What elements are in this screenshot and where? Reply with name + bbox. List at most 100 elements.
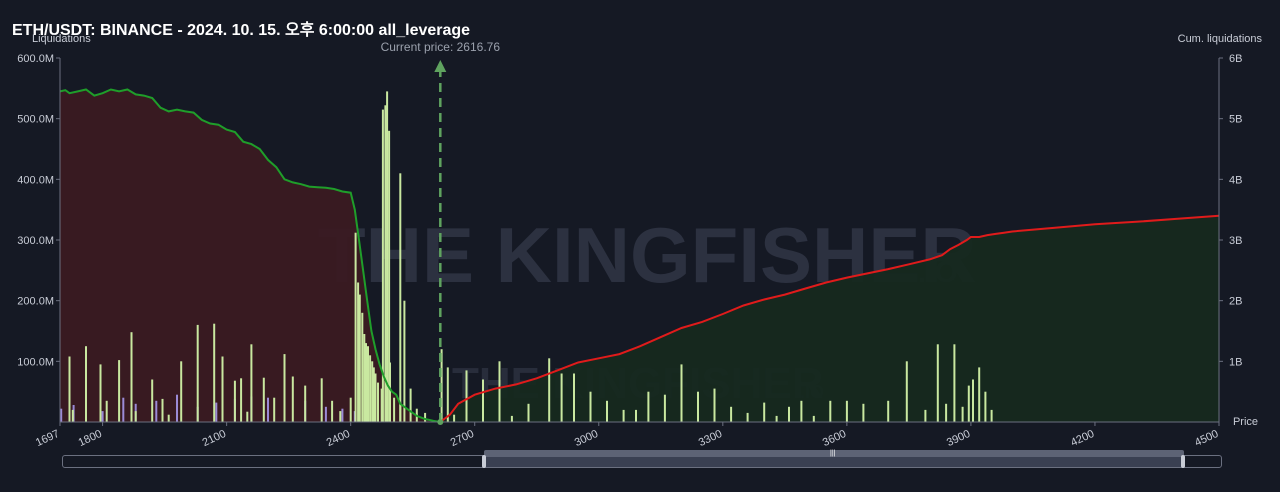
- range-scrollbar-thumb[interactable]: [484, 450, 1184, 457]
- liq-bar-short: [246, 411, 249, 422]
- liq-bar-short: [548, 358, 551, 422]
- x-tick-label: 1800: [77, 428, 104, 449]
- x-tick-label: 3000: [573, 428, 600, 449]
- liq-bar-short: [151, 379, 154, 422]
- liq-bar-short: [354, 232, 357, 422]
- liq-bar-short: [358, 294, 361, 422]
- liq-bar-short: [221, 356, 224, 422]
- liq-bar-short: [465, 370, 468, 422]
- liq-bar-long: [101, 411, 104, 422]
- cumulative-lines: [59, 88, 1220, 423]
- liq-bar-short: [380, 388, 383, 422]
- liq-bar-short: [365, 343, 367, 422]
- liq-bar-short: [99, 364, 102, 422]
- liq-bar-short: [339, 411, 342, 422]
- liq-bar-tall: [386, 91, 389, 423]
- liq-bar-short: [573, 373, 575, 422]
- liq-bar-short: [990, 409, 993, 422]
- liq-bar-short: [527, 403, 530, 422]
- range-scrollbar-selection[interactable]: [484, 457, 1184, 467]
- y-tick-label: 200.0M: [17, 296, 54, 308]
- liq-bar-short: [713, 388, 716, 422]
- liq-bar-short: [978, 367, 981, 422]
- liq-bar-short: [887, 400, 890, 422]
- y-tick-label: 600.0M: [17, 53, 54, 65]
- liq-bar-short: [105, 400, 108, 422]
- liq-bar-short: [862, 403, 865, 422]
- range-handle-left[interactable]: [482, 455, 486, 468]
- liq-bar-short: [924, 409, 927, 422]
- liq-bar-short: [161, 398, 164, 422]
- liq-bar-short: [393, 397, 396, 422]
- liq-bar-short: [331, 400, 334, 422]
- y2-tick-label: 6B: [1229, 53, 1242, 65]
- liq-bar-short: [424, 412, 427, 422]
- liq-bar-short: [369, 355, 372, 422]
- x-tick-label: 3600: [821, 428, 848, 449]
- liq-bar-tall: [381, 109, 384, 422]
- liq-bar-short: [357, 282, 360, 422]
- liq-bar-short: [482, 379, 484, 422]
- liq-bar-short: [635, 409, 637, 422]
- y-tick-label: 500.0M: [17, 114, 54, 126]
- x-tick-label: 4200: [1069, 428, 1096, 449]
- cum-area-above-price: [440, 215, 1219, 422]
- liq-bar-short: [196, 324, 199, 422]
- cum-line-below-price: [59, 88, 441, 423]
- y-tick-label: 300.0M: [17, 235, 54, 247]
- liquidation-bars: [60, 91, 993, 423]
- liq-bar-long: [341, 408, 344, 422]
- current-price-marker: Current price: 2616.76: [381, 40, 500, 425]
- chart-title: ETH/USDT: BINANCE - 2024. 10. 15. 오후 6:0…: [12, 22, 471, 39]
- liq-bar-tall: [384, 105, 387, 423]
- liq-bar-short: [829, 400, 832, 422]
- liq-bar-short: [262, 377, 265, 422]
- y2-tick-label: 4B: [1229, 174, 1242, 186]
- liq-bar-short: [606, 400, 608, 422]
- liq-bar-short: [283, 354, 286, 422]
- liq-bar-short: [85, 346, 87, 422]
- liq-bar-short: [967, 385, 970, 422]
- liq-bar-short: [130, 332, 133, 422]
- liq-bar-short: [403, 300, 406, 422]
- arrow-up-icon: [434, 60, 447, 72]
- liq-bar-short: [498, 361, 501, 422]
- liq-bar-short: [453, 414, 456, 422]
- liq-bar-short: [560, 373, 563, 422]
- y2-axis-label: Cum. liquidations: [1177, 33, 1262, 45]
- x-tick-label: 1697: [34, 428, 61, 449]
- liq-bar-short: [304, 385, 307, 422]
- liq-bar-short: [134, 411, 137, 422]
- liq-bar-short: [936, 344, 939, 422]
- liq-bar-short: [361, 312, 364, 422]
- liq-bar-tall: [388, 130, 391, 423]
- liq-bar-short: [233, 380, 236, 422]
- liq-bar-short: [240, 378, 243, 422]
- liq-bar-short: [371, 361, 374, 422]
- liq-bar-short: [730, 406, 733, 422]
- liq-bar-long: [176, 394, 178, 422]
- y2-tick-label: 1B: [1229, 356, 1242, 368]
- liq-bar-long: [267, 397, 269, 422]
- liq-bar-short: [510, 415, 513, 422]
- liq-bar-short: [984, 391, 987, 422]
- y-axis-label: Liquidations: [32, 33, 91, 45]
- liq-bar-short: [961, 406, 964, 422]
- liq-bar-long: [324, 406, 327, 422]
- range-handle-right[interactable]: [1181, 455, 1185, 468]
- x-tick-label: 2700: [449, 428, 476, 449]
- liq-bar-short: [788, 406, 790, 422]
- liq-bar-short: [446, 367, 449, 422]
- liq-bar-tall: [399, 173, 402, 422]
- liq-bar-short: [377, 382, 379, 422]
- liq-bar-short: [812, 415, 815, 422]
- liq-bar-short: [953, 344, 956, 422]
- grip-icon[interactable]: |||: [830, 450, 836, 457]
- liq-bar-short: [763, 402, 766, 422]
- current-price-dot: [437, 419, 444, 425]
- liq-bar-short: [622, 409, 625, 422]
- x-tick-label: 2100: [201, 428, 228, 449]
- liq-bar-short: [647, 391, 650, 422]
- liq-bar-short: [68, 356, 71, 422]
